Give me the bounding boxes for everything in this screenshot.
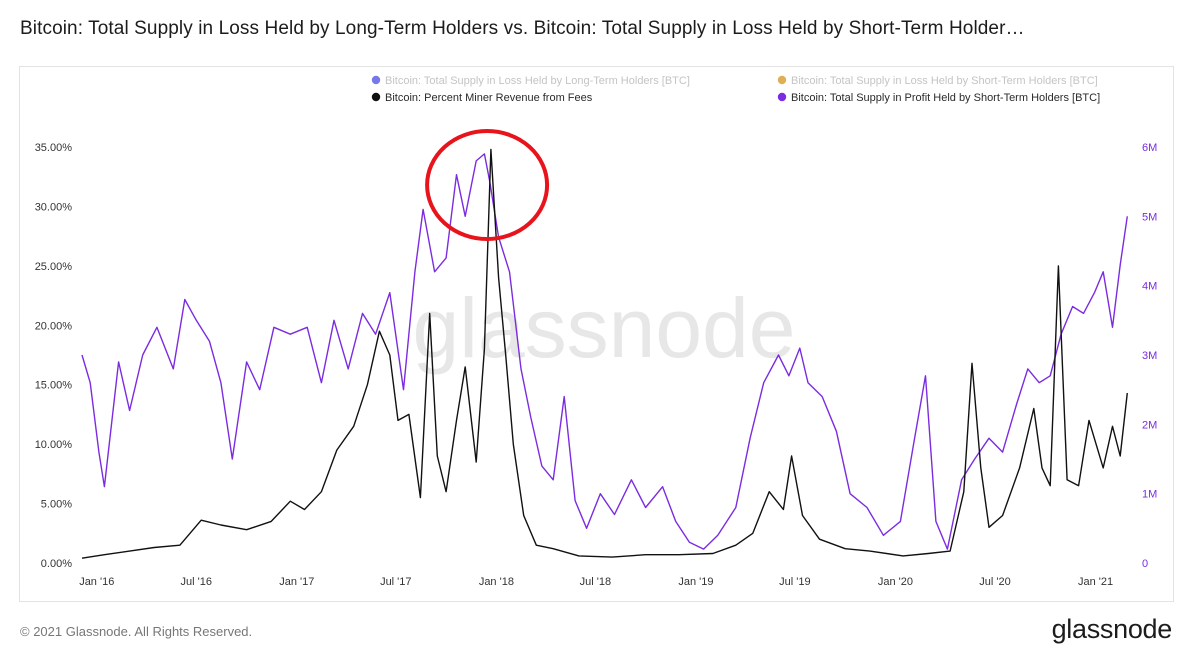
y-left-tick-label: 15.00% <box>35 380 73 392</box>
x-tick-label: Jan '17 <box>279 576 314 588</box>
x-tick-label: Jul '19 <box>779 576 810 588</box>
x-tick-label: Jul '16 <box>181 576 212 588</box>
x-tick-label: Jul '18 <box>580 576 611 588</box>
legend-label: Bitcoin: Total Supply in Profit Held by … <box>791 92 1100 104</box>
x-tick-label: Jan '16 <box>79 576 114 588</box>
line-chart: glassnode 0.00% 5.00% 10.00% 15.00% 20.00% 25… <box>35 75 1158 588</box>
y-left-tick-label: 0.00% <box>41 558 72 570</box>
highlight-circle <box>425 129 550 242</box>
legend-marker <box>371 92 381 102</box>
y-left-tick-label: 35.00% <box>35 142 73 154</box>
sth-profit-series-line <box>81 153 1128 550</box>
y-left-tick-label: 25.00% <box>35 261 73 273</box>
y-right-tick-label: 1M <box>1142 489 1157 501</box>
y-right-tick-label: 4M <box>1142 281 1157 293</box>
y-right-tick-label: 6M <box>1142 142 1157 154</box>
x-tick-label: Jan '20 <box>878 576 913 588</box>
chart-title: Bitcoin: Total Supply in Loss Held by Lo… <box>20 18 1025 39</box>
x-tick-label: Jan '19 <box>678 576 713 588</box>
chart-watermark: glassnode <box>413 281 796 375</box>
legend-marker <box>777 75 787 85</box>
legend: Bitcoin: Total Supply in Loss Held by Lo… <box>371 75 1100 104</box>
y-right-tick-label: 0 <box>1142 558 1148 570</box>
legend-label: Bitcoin: Total Supply in Loss Held by Sh… <box>791 75 1098 87</box>
annotation-layer <box>425 129 550 242</box>
y-right-tick-label: 3M <box>1142 350 1157 362</box>
copyright-text: © 2021 Glassnode. All Rights Reserved. <box>20 624 253 639</box>
legend-marker <box>777 92 787 102</box>
y-left-tick-label: 20.00% <box>35 320 73 332</box>
x-tick-label: Jul '20 <box>979 576 1010 588</box>
y-right-tick-label: 2M <box>1142 419 1157 431</box>
y-left-tick-label: 5.00% <box>41 499 72 511</box>
chart-panel: glassnode 0.00% 5.00% 10.00% 15.00% 20.00% 25… <box>19 66 1174 602</box>
x-tick-label: Jul '17 <box>380 576 411 588</box>
legend-label: Bitcoin: Percent Miner Revenue from Fees <box>385 92 593 104</box>
legend-label: Bitcoin: Total Supply in Loss Held by Lo… <box>385 75 690 87</box>
y-right-tick-label: 5M <box>1142 211 1157 223</box>
axes-layer: 0.00% 5.00% 10.00% 15.00% 20.00% 25.00% 30.00%… <box>35 142 1158 588</box>
x-tick-label: Jan '18 <box>479 576 514 588</box>
y-left-tick-label: 10.00% <box>35 439 73 451</box>
x-tick-label: Jan '21 <box>1078 576 1113 588</box>
miner-fees-series-line <box>81 148 1128 559</box>
brand-logo: glassnode <box>1051 614 1173 644</box>
series-layer <box>81 148 1128 559</box>
legend-marker <box>371 75 381 85</box>
y-left-tick-label: 30.00% <box>35 201 73 213</box>
